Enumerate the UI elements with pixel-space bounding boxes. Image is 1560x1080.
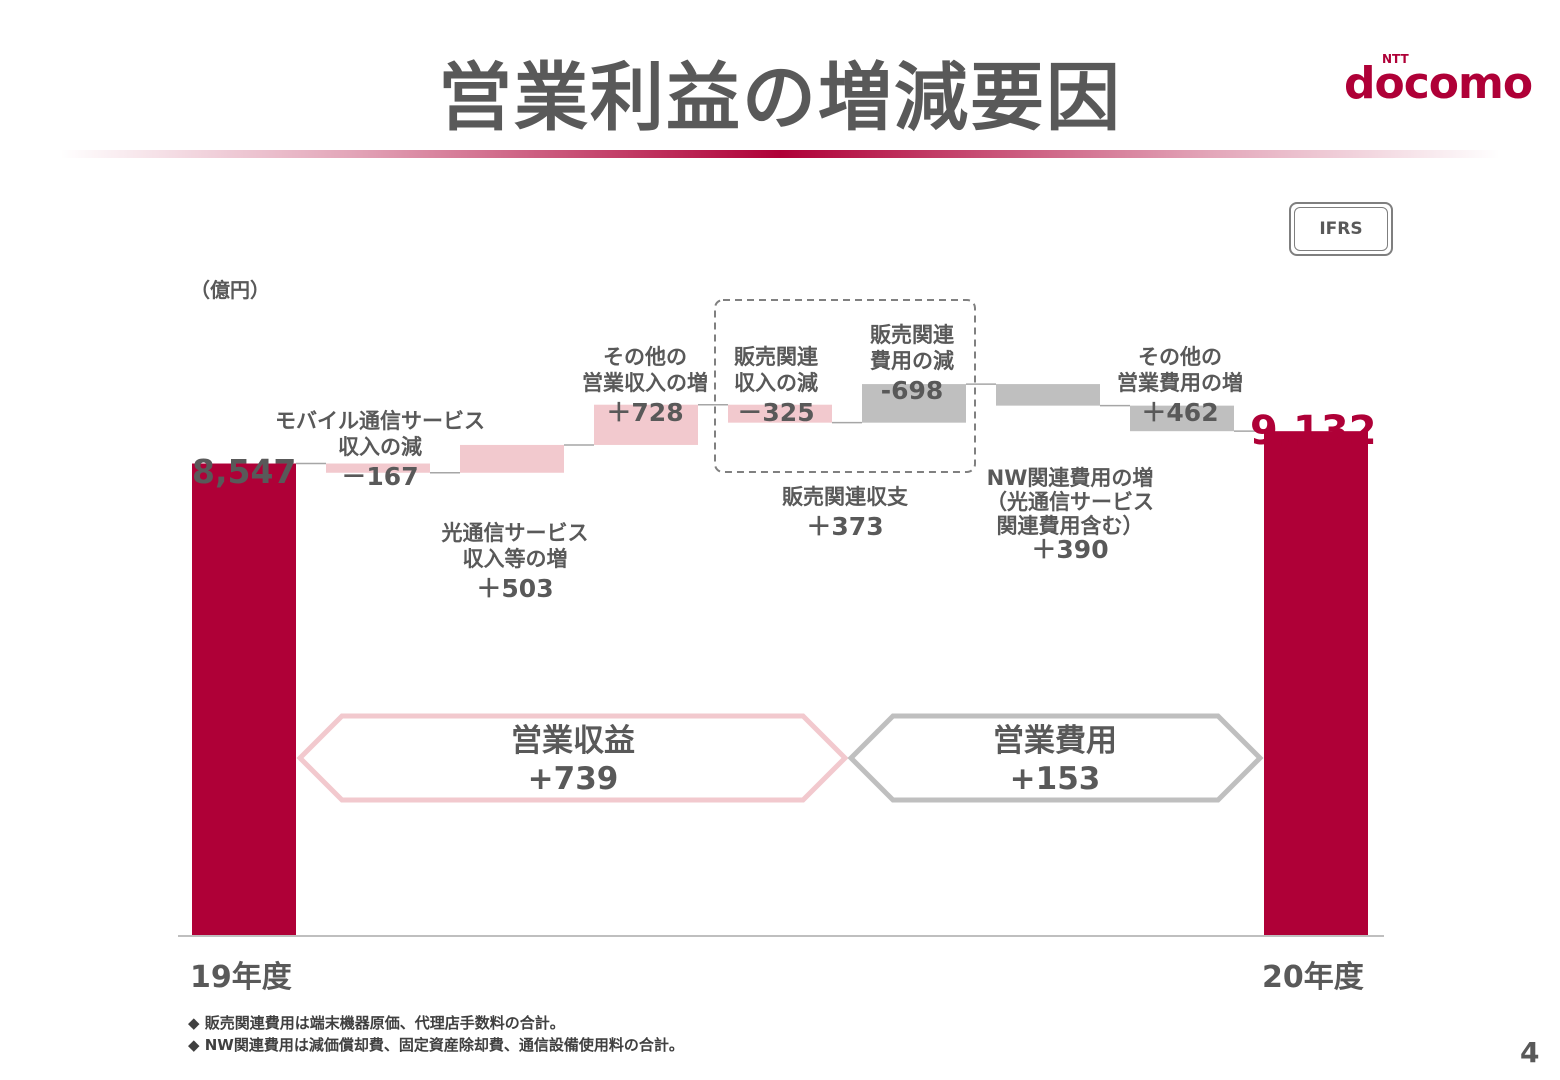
step-label-line: 収入の減 (734, 371, 818, 395)
unit-label: （億円） (190, 278, 270, 302)
bar-step (728, 404, 832, 423)
title-divider (60, 150, 1500, 158)
connectors-layer (296, 383, 1264, 474)
step-label-line: その他の (603, 345, 687, 369)
sales-net-text: 販売関連収支 (782, 485, 908, 509)
sales-net-label: 販売関連収支 ＋373 (745, 484, 945, 540)
logo-ntt-text: NTT (1382, 52, 1409, 66)
bar-step (862, 384, 966, 423)
step-label-line: 販売関連 (870, 323, 954, 347)
page-title: 営業利益の増減要因 (438, 55, 1122, 141)
step-label-network: NW関連費用の増 （光通信サービス 関連費用含む） ＋390 (970, 466, 1170, 562)
start-value-label: 8,547 (192, 452, 297, 491)
footnotes: ◆ 販売関連費用は端末機器原価、代理店手数料の合計。 ◆ NW関連費用は減価償却… (188, 1012, 684, 1056)
end-value-label: 9,132 (1250, 408, 1377, 454)
step-label-line: （光通信サービス (986, 490, 1154, 514)
footnote: ◆ 販売関連費用は端末機器原価、代理店手数料の合計。 (188, 1014, 565, 1032)
step-label-line: NW関連費用の増 (986, 466, 1154, 490)
expense-summary: 営業費用 +153 (935, 722, 1175, 798)
expense-summary-value: +153 (1009, 761, 1101, 797)
footnote: ◆ NW関連費用は減価償却費、固定資産除却費、通信設備使用料の合計。 (188, 1036, 684, 1054)
revenue-summary: 営業収益 +739 (450, 722, 696, 798)
page-number: 4 (1520, 1036, 1540, 1069)
bar-step (1130, 405, 1234, 432)
logo-wordmark: docomo (1344, 58, 1533, 109)
bar-step (594, 404, 698, 445)
step-label-line: 営業費用の増 (1117, 371, 1243, 395)
sales-group-box (714, 299, 976, 473)
step-value: ＋503 (476, 574, 554, 603)
step-label-line: その他の (1138, 345, 1222, 369)
bar-step (460, 444, 564, 473)
step-label-fiber: 光通信サービス 収入等の増 ＋503 (405, 520, 625, 602)
x-tick-start: 19年度 (190, 960, 292, 995)
x-tick-end: 20年度 (1262, 960, 1364, 995)
docomo-logo: NTT docomo (1340, 52, 1550, 109)
step-value: ＋462 (1141, 398, 1219, 427)
step-value: ＋390 (1031, 535, 1109, 564)
ifrs-badge: IFRS (1289, 202, 1393, 256)
step-label-line: 関連費用含む） (996, 514, 1144, 538)
step-label-mobile: モバイル通信サービス 収入の減 －167 (270, 408, 490, 490)
step-label-line: モバイル通信サービス (275, 409, 485, 433)
revenue-summary-value: +739 (527, 761, 619, 797)
step-label-other-expense: その他の 営業費用の増 ＋462 (1095, 344, 1265, 426)
step-value: －325 (737, 398, 815, 427)
ifrs-badge-label: IFRS (1294, 207, 1388, 251)
step-label-line: 収入等の増 (462, 547, 568, 571)
bar-end (1264, 431, 1368, 936)
step-label-line: 収入の減 (338, 435, 422, 459)
sales-net-value: ＋373 (806, 512, 884, 541)
bar-start (192, 463, 296, 936)
step-label-line: 光通信サービス (441, 521, 589, 545)
expense-summary-arrow (847, 713, 1264, 803)
revenue-summary-label: 営業収益 (511, 723, 635, 759)
step-value: -698 (880, 376, 944, 405)
step-label-sales-revenue: 販売関連 収入の減 －325 (712, 344, 840, 426)
revenue-summary-arrow (296, 713, 849, 803)
step-label-line: 販売関連 (734, 345, 818, 369)
step-label-line: 営業収入の増 (582, 371, 708, 395)
expense-summary-label: 営業費用 (993, 723, 1117, 759)
bar-step (326, 463, 430, 473)
step-label-line: 費用の減 (870, 349, 954, 373)
bar-step (996, 384, 1100, 406)
step-label-sales-expense: 販売関連 費用の減 -698 (848, 322, 976, 404)
step-value: －167 (341, 462, 419, 491)
bars-layer (192, 384, 1368, 936)
step-label-other-revenue: その他の 営業収入の増 ＋728 (560, 344, 730, 426)
step-value: ＋728 (606, 398, 684, 427)
